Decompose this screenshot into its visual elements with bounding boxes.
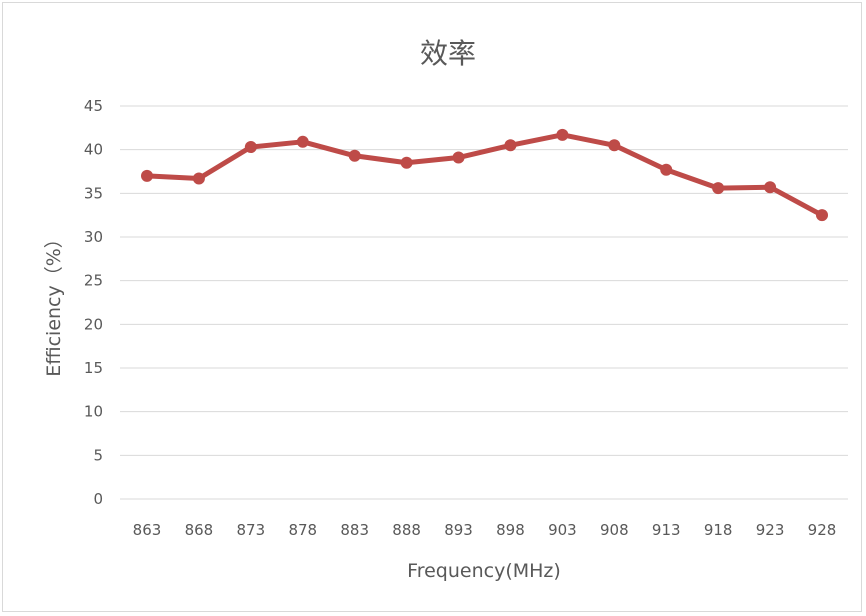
data-point — [400, 156, 413, 169]
y-tick-label: 0 — [93, 490, 103, 508]
series-layer — [141, 128, 828, 222]
y-tick-label: 5 — [93, 446, 103, 464]
x-tick-label: 913 — [652, 521, 681, 539]
x-tick-label: 908 — [600, 521, 629, 539]
data-point — [141, 169, 153, 182]
data-point — [192, 172, 205, 185]
y-tick-label: 25 — [84, 272, 103, 290]
x-tick-label: 878 — [288, 521, 317, 539]
data-point — [608, 139, 621, 152]
y-tick-label: 30 — [84, 228, 103, 246]
data-point — [816, 209, 828, 222]
data-point — [764, 181, 777, 194]
x-tick-label: 883 — [340, 521, 369, 539]
chart-title: 效率 — [420, 37, 476, 70]
x-axis-ticks: 863 868 873 878 883 888 893 898 903 908 913 918 923 9… — [133, 521, 837, 539]
data-point — [244, 141, 257, 154]
data-point — [660, 163, 673, 176]
data-point — [348, 149, 361, 162]
y-tick-label: 20 — [84, 315, 103, 333]
y-tick-label: 35 — [84, 184, 103, 202]
x-tick-label: 903 — [548, 521, 577, 539]
x-tick-label: 918 — [704, 521, 733, 539]
x-tick-label: 868 — [185, 521, 214, 539]
y-axis-label: Efficiency（%） — [43, 229, 65, 377]
y-tick-label: 15 — [84, 359, 103, 377]
data-point — [556, 128, 569, 141]
y-tick-label: 40 — [84, 141, 103, 159]
data-point — [296, 135, 309, 148]
x-tick-label: 923 — [756, 521, 785, 539]
data-point — [712, 182, 725, 195]
y-axis-ticks: 0 5 10 15 20 25 30 35 40 45 — [84, 97, 103, 508]
x-tick-label: 898 — [496, 521, 525, 539]
x-tick-label: 873 — [237, 521, 266, 539]
grid-lines — [120, 105, 848, 500]
x-tick-label: 928 — [808, 521, 837, 539]
series-line — [144, 132, 825, 218]
x-tick-label: 893 — [444, 521, 473, 539]
y-tick-label: 10 — [84, 403, 103, 421]
y-tick-label: 45 — [84, 97, 103, 115]
x-axis-label: Frequency(MHz) — [407, 560, 561, 582]
data-point — [504, 139, 517, 152]
x-tick-label: 888 — [392, 521, 421, 539]
x-tick-label: 863 — [133, 521, 162, 539]
data-point — [452, 151, 465, 164]
